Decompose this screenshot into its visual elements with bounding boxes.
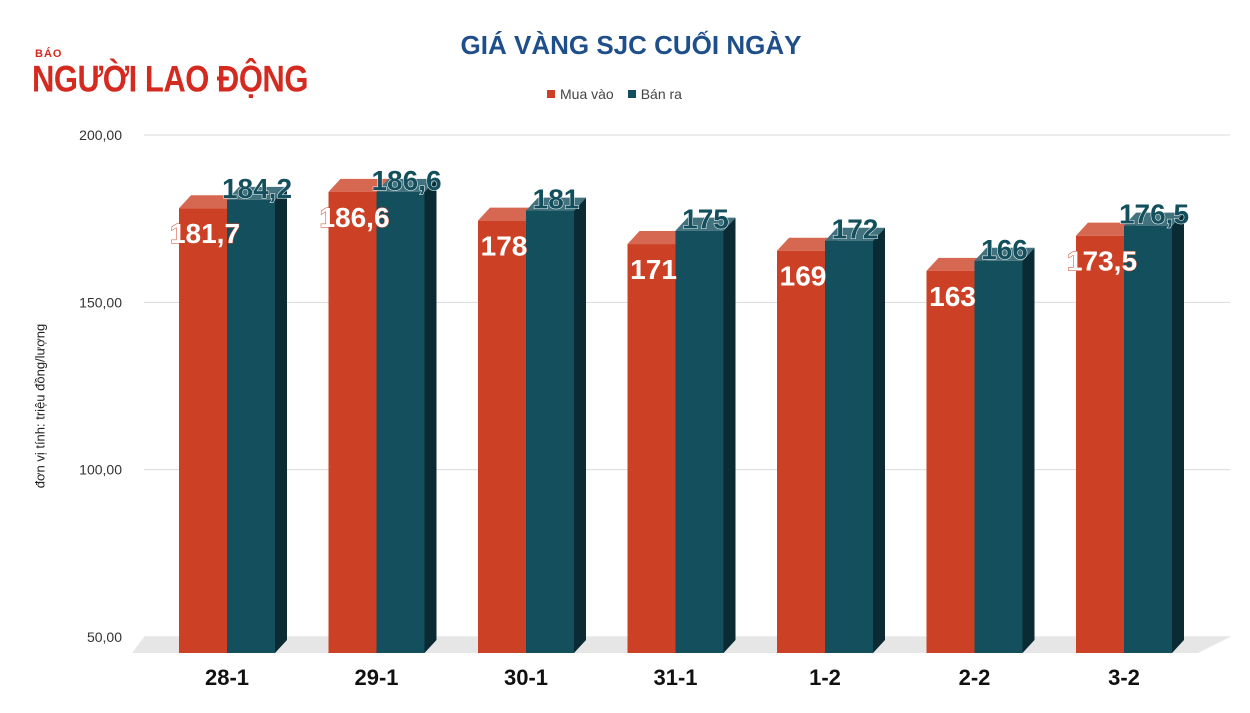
legend-label-buy: Mua vào — [560, 86, 614, 102]
bar — [179, 208, 227, 653]
data-label: 163 — [929, 281, 976, 312]
x-tick-label: 2-2 — [959, 665, 991, 690]
x-tick-label: 3-2 — [1108, 665, 1140, 690]
bar-top — [328, 178, 389, 192]
bar-side — [723, 217, 736, 653]
bar — [1076, 235, 1124, 654]
bar-top — [777, 237, 837, 251]
bar-side — [1022, 247, 1035, 653]
legend-swatch-buy — [547, 90, 555, 98]
bar — [974, 260, 1023, 653]
bar-side — [424, 178, 437, 653]
bar — [227, 199, 275, 654]
bar-top — [179, 195, 239, 209]
bar — [376, 191, 425, 653]
chart-title: GIÁ VÀNG SJC CUỐI NGÀY — [460, 30, 802, 60]
data-label: 172 — [832, 214, 879, 245]
y-tick-label: 150,00 — [79, 294, 122, 310]
data-label: 186,6 — [371, 165, 441, 196]
bar-top — [227, 186, 287, 200]
bar-top — [926, 257, 987, 271]
bar-side — [1172, 212, 1184, 653]
bar — [825, 240, 873, 653]
x-tick-label: 1-2 — [809, 665, 841, 690]
bar-top — [526, 197, 586, 211]
data-label: 184,2 — [222, 173, 292, 204]
data-label: 176,5 — [1119, 199, 1189, 230]
x-tick-label: 28-1 — [205, 665, 249, 690]
data-label: 173,5 — [1067, 246, 1137, 277]
legend-item-sell: Bán ra — [627, 86, 682, 102]
bar-top — [825, 227, 885, 241]
brand-logo-small: BÁO — [35, 48, 63, 60]
bar — [478, 220, 526, 654]
bar-top — [627, 231, 688, 245]
legend-label-sell: Bán ra — [640, 86, 682, 102]
bar — [526, 210, 574, 653]
legend-swatch-sell — [627, 90, 636, 98]
chart-legend: Mua vào Bán ra — [547, 86, 682, 102]
data-label: 178 — [481, 231, 528, 262]
x-tick-label: 29-1 — [354, 665, 398, 690]
bar — [777, 250, 825, 653]
bar — [926, 270, 975, 653]
bar-side — [873, 227, 885, 653]
bar-top — [478, 207, 538, 221]
bar — [1124, 225, 1172, 653]
legend-item-buy: Mua vào — [547, 86, 614, 102]
bar — [627, 244, 676, 653]
data-label: 186,6 — [319, 202, 389, 233]
brand-logo-main: NGƯỜI LAO ĐỘNG — [32, 58, 308, 100]
y-tick-label: 200,00 — [79, 127, 122, 143]
bar-top — [974, 247, 1035, 261]
data-label: 175 — [682, 204, 729, 235]
bar — [328, 191, 377, 653]
bar-side — [574, 197, 586, 653]
bar-top — [675, 217, 736, 231]
x-tick-label: 30-1 — [504, 665, 548, 690]
data-label: 171 — [630, 254, 677, 285]
data-label: 181 — [533, 184, 580, 215]
data-label: 181,7 — [170, 218, 240, 249]
bar-top — [1076, 222, 1136, 236]
bar-top — [376, 178, 437, 192]
bar-side — [275, 186, 287, 654]
x-tick-label: 31-1 — [653, 665, 697, 690]
y-tick-label: 100,00 — [79, 462, 122, 478]
bar — [675, 230, 724, 653]
y-tick-label: 50,00 — [87, 629, 122, 645]
data-label: 166 — [981, 234, 1028, 265]
bar-top — [1124, 212, 1184, 226]
data-label: 169 — [780, 261, 827, 292]
